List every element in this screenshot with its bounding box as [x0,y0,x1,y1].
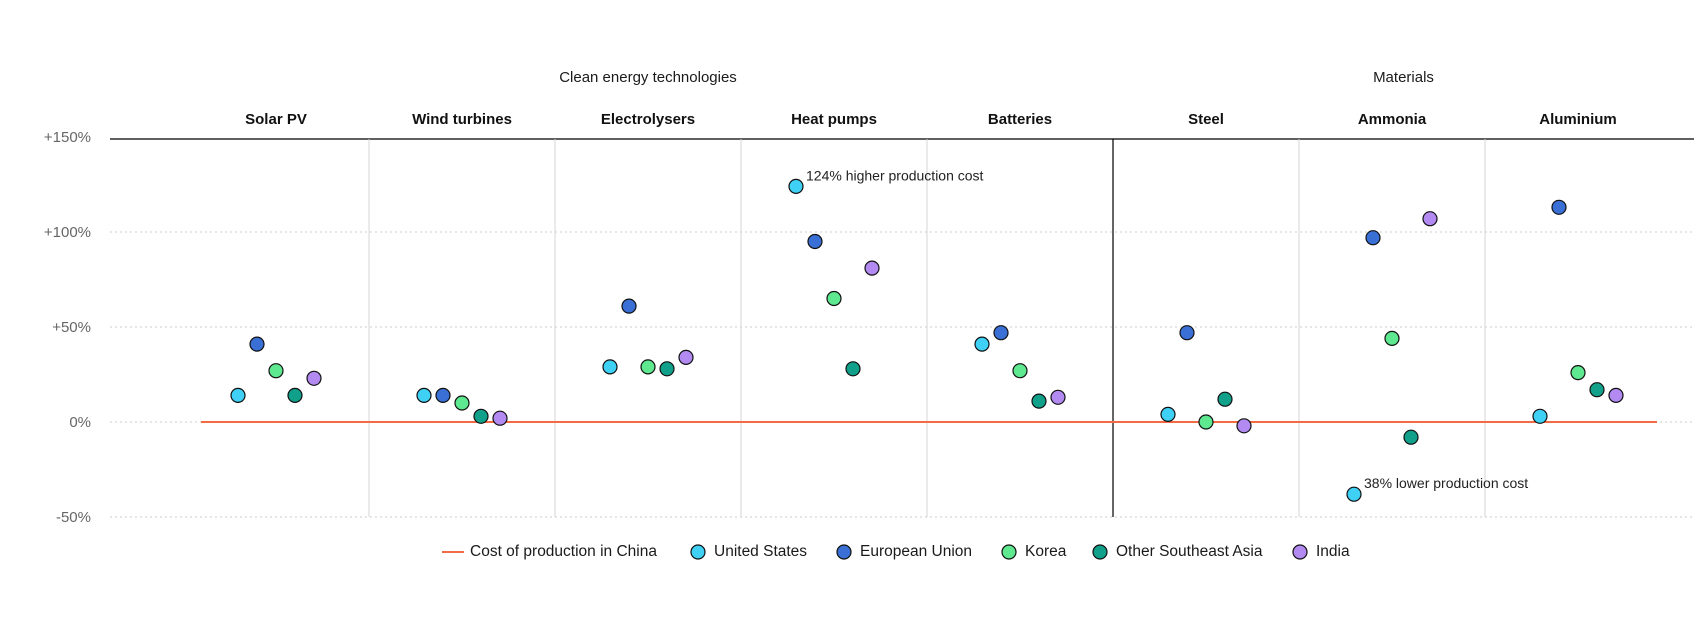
data-point [974,336,990,352]
data-point [845,361,861,377]
legend-label: India [1316,543,1350,560]
data-point [268,363,284,379]
annotation: 124% higher production cost [806,167,984,183]
y-tick-label: +100% [44,224,91,241]
category-label: Electrolysers [601,111,695,128]
data-point [492,410,508,426]
data-point [788,178,804,194]
data-point [1570,365,1586,381]
legend-label: European Union [860,543,972,560]
data-point [1160,406,1176,422]
category-label: Batteries [988,111,1052,128]
y-tick-label: 0% [69,414,91,431]
data-point [659,361,675,377]
data-point [473,408,489,424]
data-point [1365,230,1381,246]
data-point [306,370,322,386]
data-point [1608,387,1624,403]
data-point [416,387,432,403]
group-label: Clean energy technologies [559,69,737,86]
y-tick-label: +150% [44,129,91,146]
y-tick-label: +50% [52,319,91,336]
data-point [1012,363,1028,379]
legend-swatch [836,544,852,560]
legend-label: United States [714,543,807,560]
category-label: Steel [1188,111,1224,128]
legend-label: Other Southeast Asia [1116,543,1263,560]
data-point [1589,382,1605,398]
data-point [640,359,656,375]
data-point [864,260,880,276]
category-label: Wind turbines [412,111,512,128]
legend-swatch [1001,544,1017,560]
data-point [1236,418,1252,434]
data-point [454,395,470,411]
data-point [1198,414,1214,430]
data-point [1551,199,1567,215]
data-point [1403,429,1419,445]
data-point [1179,325,1195,341]
data-point [287,387,303,403]
data-point [602,359,618,375]
category-label: Ammonia [1358,111,1427,128]
data-point [1384,330,1400,346]
data-point [249,336,265,352]
data-point [678,349,694,365]
legend-label: Cost of production in China [470,543,657,560]
legend-swatch [690,544,706,560]
data-point [1532,408,1548,424]
data-point [993,325,1009,341]
y-tick-label: -50% [56,509,91,526]
legend-swatch [1292,544,1308,560]
group-label: Materials [1373,69,1434,86]
data-point [435,387,451,403]
annotation: 38% lower production cost [1364,475,1528,491]
data-point [1031,393,1047,409]
data-point [1346,486,1362,502]
data-point [1422,211,1438,227]
data-point [230,387,246,403]
data-point [1217,391,1233,407]
data-point [1050,389,1066,405]
data-point [826,290,842,307]
category-label: Heat pumps [791,111,877,128]
category-label: Aluminium [1539,111,1617,128]
category-label: Solar PV [245,111,307,128]
legend-label: Korea [1025,543,1067,560]
data-point [807,233,823,250]
legend-swatch [1092,544,1108,560]
data-point [621,298,637,314]
